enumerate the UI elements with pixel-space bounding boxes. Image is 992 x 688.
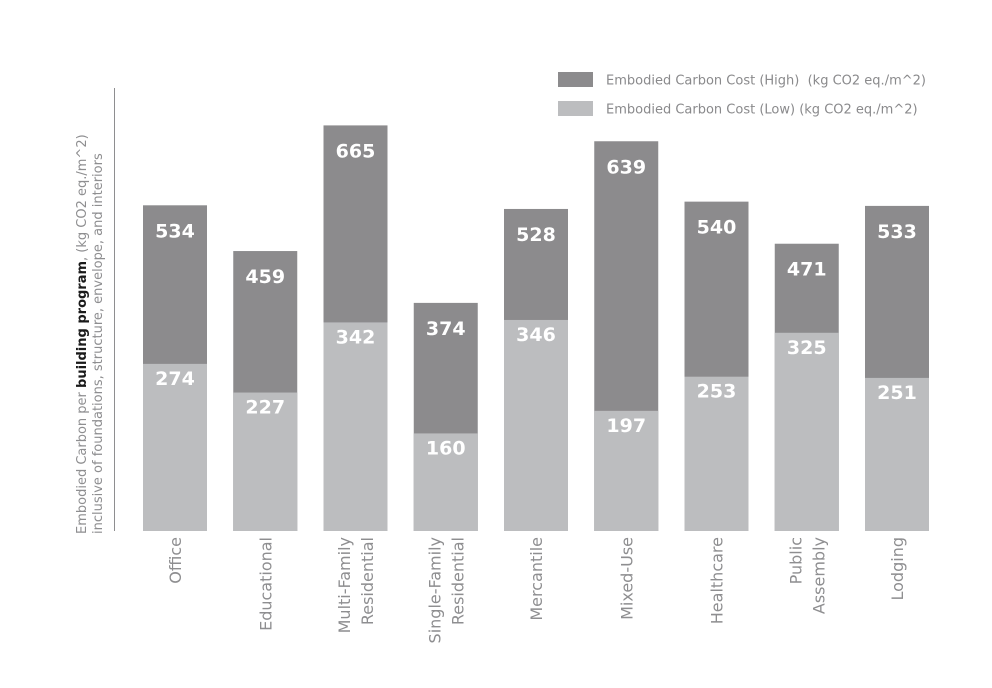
x-tick-label-line: Healthcare (708, 537, 727, 624)
data-label-low: 346 (516, 324, 556, 346)
legend-swatch-high (558, 72, 593, 87)
x-tick-label: Office (166, 537, 185, 584)
legend-label-low: Embodied Carbon Cost (Low) (kg CO2 eq./m… (606, 103, 918, 118)
bar-low (413, 433, 478, 531)
data-label-low: 253 (697, 381, 737, 403)
x-tick-label-line: Mixed-Use (617, 537, 636, 620)
x-tick-label: Multi-Family Residential (335, 537, 377, 633)
data-label-high: 540 (697, 217, 737, 239)
y-axis-label-line2: inclusive of foundations, structure, env… (91, 153, 106, 534)
data-label-low: 274 (155, 368, 195, 390)
data-label-low: 227 (245, 397, 285, 419)
bar-low (323, 322, 388, 531)
data-label-high: 528 (516, 224, 556, 246)
data-label-high: 534 (155, 220, 195, 242)
data-label-low: 197 (606, 415, 646, 437)
x-tick-label-line: Residential (448, 537, 467, 625)
x-tick-label-line: Lodging (888, 537, 907, 600)
bar-low (865, 377, 929, 531)
x-tick-label: Mercantile (527, 537, 546, 621)
bar-low (233, 392, 298, 531)
x-tick-label: Healthcare (708, 537, 727, 624)
legend-label-high: Embodied Carbon Cost (High) (kg CO2 eq./… (606, 74, 926, 89)
x-tick-label-line: Office (166, 537, 185, 584)
x-tick-label-line: Public (786, 537, 805, 584)
bar-low (504, 319, 568, 531)
data-label-high: 533 (877, 221, 917, 243)
data-label-low: 251 (877, 382, 917, 404)
y-axis-label: Embodied Carbon per building program, (k… (75, 134, 106, 534)
legend: Embodied Carbon Cost (High) (kg CO2 eq./… (558, 72, 926, 118)
x-tick-label-line: Educational (256, 537, 275, 631)
data-label-low: 160 (426, 437, 466, 459)
x-tick-label: Single-Family Residential (425, 537, 467, 643)
data-label-high: 471 (787, 259, 827, 281)
data-label-low: 325 (787, 337, 827, 359)
data-label-high: 459 (245, 266, 285, 288)
legend-swatch-low (558, 101, 593, 116)
bar-low (143, 363, 207, 531)
x-tick-label: Lodging (888, 537, 907, 600)
x-tick-label-line: Single-Family (425, 537, 444, 643)
bar-low (594, 410, 659, 531)
data-label-low: 342 (336, 326, 376, 348)
data-label-high: 639 (606, 156, 646, 178)
x-tick-label: Educational (256, 537, 275, 631)
data-label-high: 374 (426, 318, 466, 340)
x-tick-label: Mixed-Use (617, 537, 636, 620)
bar-low (684, 376, 749, 531)
x-tick-label-line: Mercantile (527, 537, 546, 621)
bars: 534 274 459 227 665 342 374 160 528 346 639 197 540 2… (143, 125, 929, 532)
x-axis-labels: Office Educational Multi-Family Residential… (166, 537, 907, 643)
bar-low (774, 332, 839, 531)
x-tick-label-line: Residential (358, 537, 377, 625)
x-tick-label: Public Assembly (786, 537, 828, 614)
x-tick-label-line: Assembly (809, 537, 828, 614)
x-tick-label-line: Multi-Family (335, 537, 354, 633)
y-axis-label-line1: Embodied Carbon per building program, (k… (75, 134, 90, 534)
data-label-high: 665 (336, 140, 376, 162)
